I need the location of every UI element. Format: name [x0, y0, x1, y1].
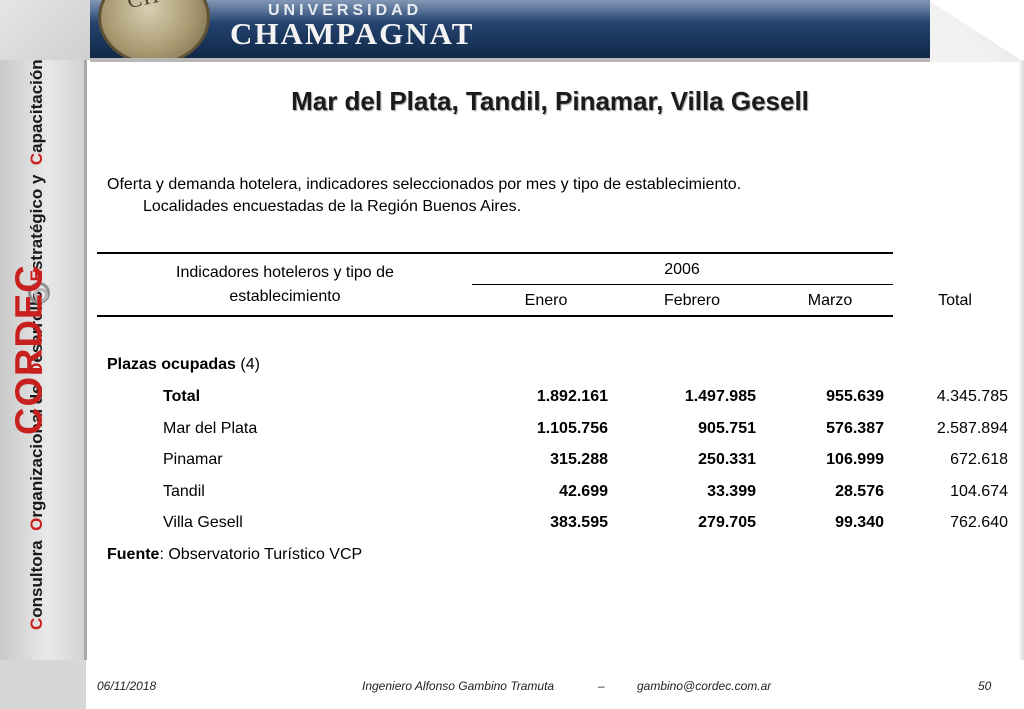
header-year: 2006	[664, 261, 700, 278]
sidebar-edge	[84, 60, 87, 660]
cordec-logo-ring-inner-icon	[34, 288, 48, 302]
footer-separator: –	[598, 679, 605, 693]
header-month-febrero: Febrero	[663, 292, 721, 309]
table-top-rule	[97, 252, 893, 254]
banner-underline	[90, 58, 930, 62]
slide-title: Mar del Plata, Tandil, Pinamar, Villa Ge…	[291, 86, 809, 116]
row-name: Tandil	[163, 483, 205, 500]
cell-enero: 1.105.756	[536, 420, 608, 437]
cell-marzo: 106.999	[826, 451, 884, 468]
seal-text: CH	[125, 0, 162, 14]
cell-marzo: 955.639	[826, 388, 884, 405]
header-indicators-line2: establecimiento	[229, 288, 341, 305]
cell-febrero: 905.751	[698, 420, 756, 437]
sidebar-text-part: stratégico y	[27, 165, 46, 271]
header-month-marzo: Marzo	[807, 292, 853, 309]
section-note: (4)	[235, 356, 260, 373]
cordec-logo: CORDEC	[8, 264, 51, 435]
header-indicators-line1: Indicadores hoteleros y tipo de	[176, 264, 394, 281]
slide-subtitle-line1: Oferta y demanda hotelera, indicadores s…	[107, 176, 742, 193]
cell-total: 104.674	[950, 483, 1008, 500]
source-line: Fuente: Observatorio Turístico VCP	[107, 545, 362, 565]
cell-total: 672.618	[950, 451, 1008, 468]
table-header-bottom-rule	[97, 315, 893, 317]
cell-enero: 315.288	[550, 451, 608, 468]
cordec-logo-ring-icon	[28, 282, 50, 304]
cell-febrero: 279.705	[698, 514, 756, 531]
top-right-corner	[928, 0, 1024, 62]
cell-febrero: 33.399	[707, 483, 756, 500]
left-sidebar-band	[0, 0, 86, 709]
cell-febrero: 1.497.985	[684, 388, 756, 405]
row-name: Villa Gesell	[163, 514, 243, 531]
footer-page-number: 50	[978, 679, 992, 693]
cell-marzo: 28.576	[835, 483, 884, 500]
section-label: Plazas ocupadas	[107, 356, 236, 373]
sidebar-text-part: C	[27, 617, 46, 630]
footer-date: 06/11/2018	[97, 679, 157, 693]
right-edge	[1018, 60, 1024, 660]
year-under-rule	[472, 284, 893, 285]
row-name: Pinamar	[163, 451, 223, 468]
cell-marzo: 99.340	[835, 514, 884, 531]
top-left-corner	[0, 0, 92, 60]
university-seal-icon: CH AT	[98, 0, 213, 58]
cell-total: 762.640	[950, 514, 1008, 531]
university-label: UNIVERSIDAD	[268, 2, 423, 19]
footer-author: Ingeniero Alfonso Gambino Tramuta	[362, 679, 555, 693]
footer-email: gambino@cordec.com.ar	[637, 679, 772, 693]
row-name: Mar del Plata	[163, 420, 258, 437]
cell-enero: 1.892.161	[536, 388, 608, 405]
banner-shine	[90, 0, 930, 22]
university-banner: CH AT UNIVERSIDAD CHAMPAGNAT	[90, 0, 930, 58]
sidebar-bottom	[0, 660, 86, 709]
section-label-row: Plazas ocupadas (4)	[107, 355, 260, 375]
header-total: Total	[938, 292, 972, 309]
header-month-enero: Enero	[524, 292, 568, 309]
sidebar-text-part: O	[27, 517, 46, 531]
source-label: Fuente	[107, 546, 160, 563]
row-name: Total	[163, 388, 201, 405]
cell-febrero: 250.331	[698, 451, 756, 468]
sidebar-text-part: onsultora	[27, 530, 46, 618]
source-text: : Observatorio Turístico VCP	[159, 546, 363, 563]
sidebar-text-part: C	[27, 152, 46, 166]
cell-total: 2.587.894	[936, 420, 1008, 437]
cell-total: 4.345.785	[936, 388, 1008, 405]
cell-enero: 42.699	[559, 483, 608, 500]
slide-subtitle-line2: Localidades encuestadas de la Región Bue…	[143, 198, 522, 215]
cell-marzo: 576.387	[826, 420, 884, 437]
sidebar-text-part: apacitación	[27, 59, 46, 153]
university-brand: CHAMPAGNAT	[230, 16, 475, 51]
cell-enero: 383.595	[550, 514, 608, 531]
